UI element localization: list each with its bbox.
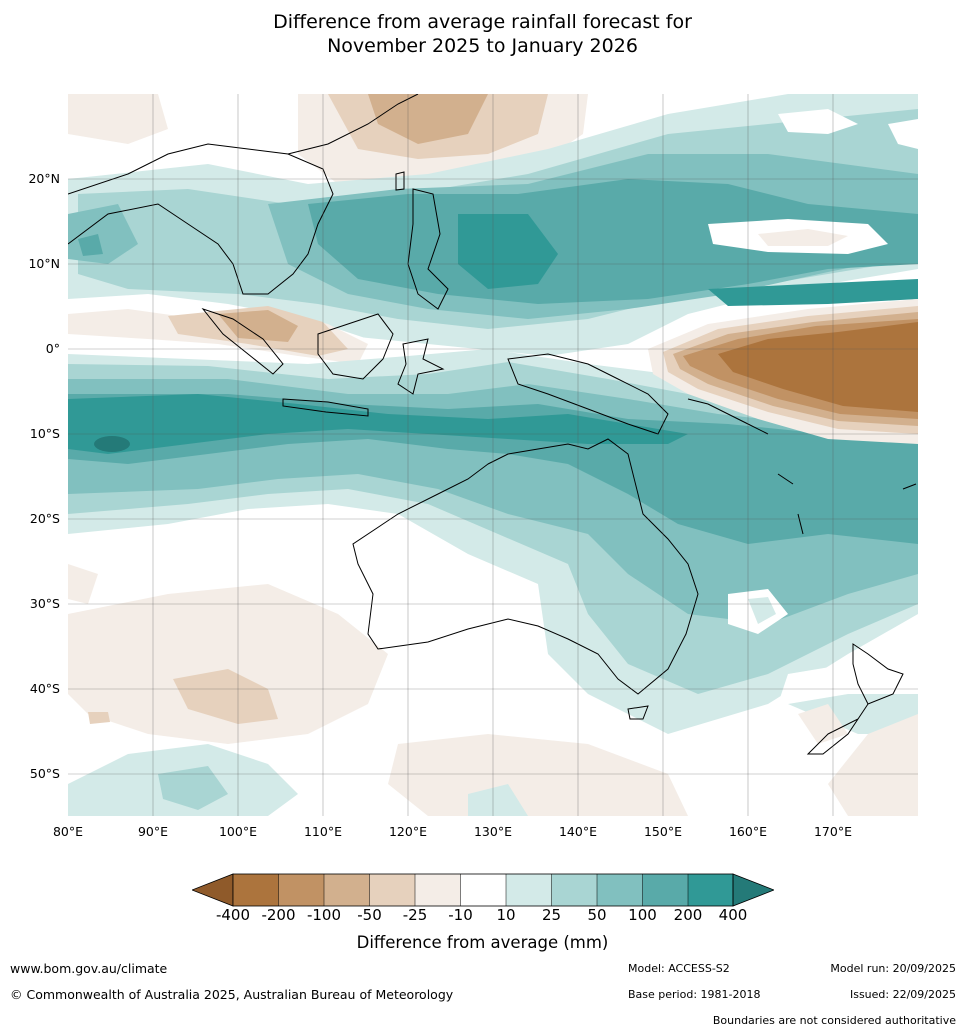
colorbar-bin-5: [415, 874, 461, 906]
lon-label-150e: 150°E: [643, 824, 682, 839]
lon-label-160e: 160°E: [728, 824, 767, 839]
lat-label-0: 0°: [45, 341, 60, 356]
sulawesi-outline: [397, 338, 445, 395]
cb-tick-50: 50: [587, 906, 607, 924]
chart-title: Difference from average rainfall forecas…: [0, 10, 965, 58]
rainfall-anomaly-map: [68, 94, 918, 816]
lon-label-120e: 120°E: [388, 824, 427, 839]
graticule: [68, 94, 918, 816]
new-zealand-outline: [806, 643, 904, 755]
lon-label-80e: 80°E: [52, 824, 84, 839]
cb-tick-m200: -200: [261, 906, 296, 924]
cb-tick-100: 100: [628, 906, 657, 924]
lat-label-20s: 20°S: [29, 511, 60, 526]
colorbar-bin-11: [688, 874, 733, 906]
east-equatorial-dry-region: [648, 299, 918, 444]
tasmania-outline: [627, 705, 649, 720]
colorbar-bin-4: [369, 874, 415, 906]
lon-label-110e: 110°E: [303, 824, 342, 839]
colorbar-bin-2: [278, 874, 324, 906]
china-coast-outline: [287, 94, 419, 155]
footer-base-period: Base period: 1981-2018: [628, 988, 761, 1001]
cb-tick-m10: -10: [448, 906, 473, 924]
cb-tick-400: 400: [718, 906, 748, 924]
lon-label-170e: 170°E: [813, 824, 852, 839]
north-east-dry-pocket: [708, 109, 918, 254]
se-asia-outline: [68, 143, 334, 295]
lat-label-30s: 30°S: [29, 596, 60, 611]
colorbar-bin-7: [506, 874, 552, 906]
colorbar-high-extension: [732, 873, 774, 907]
cb-tick-25: 25: [541, 906, 562, 924]
cb-tick-200: 200: [673, 906, 703, 924]
title-line-1: Difference from average rainfall forecas…: [273, 11, 692, 33]
cb-tick-m50: -50: [357, 906, 382, 924]
cb-tick-m100: -100: [306, 906, 342, 924]
colorbar-border: [232, 873, 734, 907]
cb-tick-m400: -400: [215, 906, 251, 924]
lon-label-100e: 100°E: [218, 824, 257, 839]
footer-website: www.bom.gov.au/climate: [10, 961, 168, 976]
philippines-outline: [407, 188, 449, 310]
footer-copyright: © Commonwealth of Australia 2025, Austra…: [10, 987, 454, 1002]
colorbar-bin-10: [642, 874, 688, 906]
lon-label-140e: 140°E: [558, 824, 597, 839]
footer-boundaries-note: Boundaries are not considered authoritat…: [712, 1014, 956, 1027]
southern-ocean-patterns: [68, 564, 918, 816]
lat-label-10s: 10°S: [29, 426, 60, 441]
colorbar-bin-3: [324, 874, 370, 906]
lon-label-130e: 130°E: [473, 824, 512, 839]
lon-label-90e: 90°E: [137, 824, 169, 839]
lat-label-10n: 10°N: [28, 256, 60, 271]
colorbar-low-extension: [192, 873, 234, 907]
lat-label-50s: 50°S: [29, 766, 60, 781]
java-outline: [282, 398, 369, 417]
colorbar-title: Difference from average (mm): [356, 933, 609, 952]
colorbar-bin-1: [233, 874, 279, 906]
colorbar-bin-9: [597, 874, 643, 906]
lat-label-40s: 40°S: [29, 681, 60, 696]
australia-outline: [352, 438, 699, 695]
title-line-2: November 2025 to January 2026: [327, 35, 638, 57]
cb-tick-m25: -25: [402, 906, 428, 924]
colorbar: [192, 873, 774, 907]
colorbar-dividers: [278, 874, 689, 906]
colorbar-bin-6: [460, 874, 506, 906]
footer-issued: Issued: 22/09/2025: [849, 988, 956, 1001]
pacific-islands-outline: [687, 398, 917, 535]
cb-tick-10: 10: [496, 906, 516, 924]
lat-label-20n: 20°N: [28, 171, 60, 186]
footer-model-run: Model run: 20/09/2025: [830, 962, 956, 975]
taiwan-outline: [395, 171, 405, 191]
footer-model: Model: ACCESS-S2: [628, 962, 730, 975]
colorbar-bin-8: [551, 874, 597, 906]
